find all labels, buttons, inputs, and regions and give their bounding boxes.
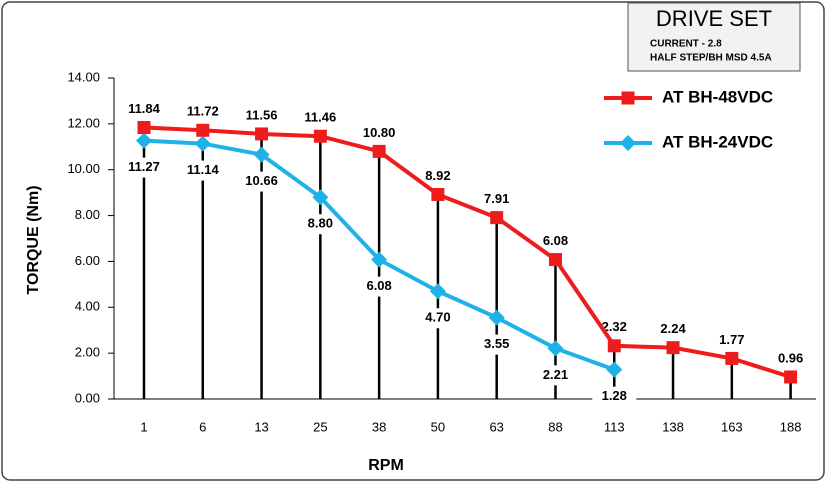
data-label: 6.08 (543, 233, 568, 248)
x-tick-label: 163 (721, 419, 743, 434)
y-axis-title: TORQUE (Nm) (25, 185, 42, 294)
y-tick-label: 0.00 (75, 390, 100, 405)
legend-label: AT BH-24VDC (662, 132, 773, 151)
label-bg (768, 348, 813, 369)
y-tick-label: 10.00 (67, 161, 100, 176)
marker (371, 251, 388, 268)
marker (313, 129, 327, 143)
annotation-box (627, 2, 801, 72)
y-tick-label: 12.00 (67, 115, 100, 130)
data-label: 0.96 (778, 350, 803, 365)
data-label: 8.92 (425, 168, 450, 183)
x-tick-label: 63 (489, 419, 503, 434)
marker (135, 132, 152, 149)
label-bg (533, 365, 578, 386)
marker (606, 361, 623, 378)
series-line (143, 125, 792, 379)
x-tick-label: 1 (140, 419, 147, 434)
marker (194, 135, 211, 152)
legend-label: AT BH-48VDC (662, 87, 773, 106)
y-tick-label: 2.00 (75, 345, 100, 360)
data-label: 2.32 (602, 319, 627, 334)
y-tick-label: 6.00 (75, 253, 100, 268)
annotation-line: HALF STEP/BH MSD 4.5A (650, 53, 772, 64)
label-bg (651, 319, 696, 340)
data-label: 10.80 (363, 125, 396, 140)
data-label: 11.46 (304, 110, 336, 125)
x-tick-label: 38 (372, 419, 386, 434)
data-label: 3.55 (484, 336, 509, 351)
marker (429, 283, 446, 300)
marker (607, 339, 621, 353)
label-bg (298, 108, 343, 129)
label-bg (474, 189, 519, 210)
data-label: 1.28 (602, 388, 627, 403)
marker (255, 127, 269, 141)
marker (312, 189, 329, 206)
x-tick-label: 188 (780, 419, 802, 434)
label-bg (121, 157, 166, 178)
marker (784, 370, 798, 384)
data-label: 2.24 (660, 321, 686, 336)
x-axis-title: RPM (368, 457, 404, 474)
label-bg (239, 171, 284, 192)
data-label: 11.56 (246, 107, 278, 122)
annotation-title: DRIVE SET (656, 6, 772, 31)
label-bg (121, 99, 166, 120)
x-tick-label: 88 (548, 419, 562, 434)
label-bg (415, 166, 460, 187)
label-bg (533, 231, 578, 252)
marker (666, 341, 680, 355)
marker (196, 123, 210, 137)
marker (548, 253, 562, 267)
data-label: 11.72 (187, 104, 219, 119)
y-tick-label: 14.00 (67, 69, 100, 84)
label-bg (298, 214, 343, 235)
label-bg (474, 334, 519, 355)
marker (431, 187, 445, 201)
marker (488, 309, 505, 326)
data-label: 11.14 (187, 162, 220, 177)
data-label: 6.08 (366, 278, 391, 293)
label-bg (357, 123, 402, 144)
data-label: 11.84 (128, 101, 161, 116)
x-tick-label: 113 (604, 419, 625, 434)
legend-marker (620, 135, 636, 151)
data-label: 10.66 (245, 173, 278, 188)
x-tick-label: 6 (199, 419, 206, 434)
x-tick-label: 13 (254, 419, 268, 434)
label-bg (180, 160, 225, 181)
label-bg (592, 386, 637, 407)
marker (547, 340, 564, 357)
data-label: 2.21 (543, 367, 568, 382)
y-tick-label: 8.00 (75, 207, 100, 222)
label-bg (239, 105, 284, 126)
data-label: 8.80 (308, 216, 333, 231)
label-bg (180, 102, 225, 123)
marker (490, 211, 504, 225)
marker (137, 121, 151, 135)
x-tick-label: 25 (313, 419, 327, 434)
annotation-line: CURRENT - 2.8 (650, 39, 722, 50)
y-tick-label: 4.00 (75, 299, 100, 314)
data-label: 4.70 (425, 310, 450, 325)
marker (372, 144, 386, 158)
x-tick-label: 138 (662, 419, 684, 434)
marker (253, 146, 270, 163)
data-label: 1.77 (719, 332, 744, 347)
label-bg (357, 276, 402, 297)
label-bg (709, 330, 754, 351)
marker (725, 351, 739, 365)
data-label: 11.27 (128, 159, 160, 174)
x-tick-label: 50 (431, 419, 445, 434)
label-bg (415, 308, 460, 329)
legend-marker (621, 91, 635, 105)
data-label: 7.91 (484, 191, 509, 206)
